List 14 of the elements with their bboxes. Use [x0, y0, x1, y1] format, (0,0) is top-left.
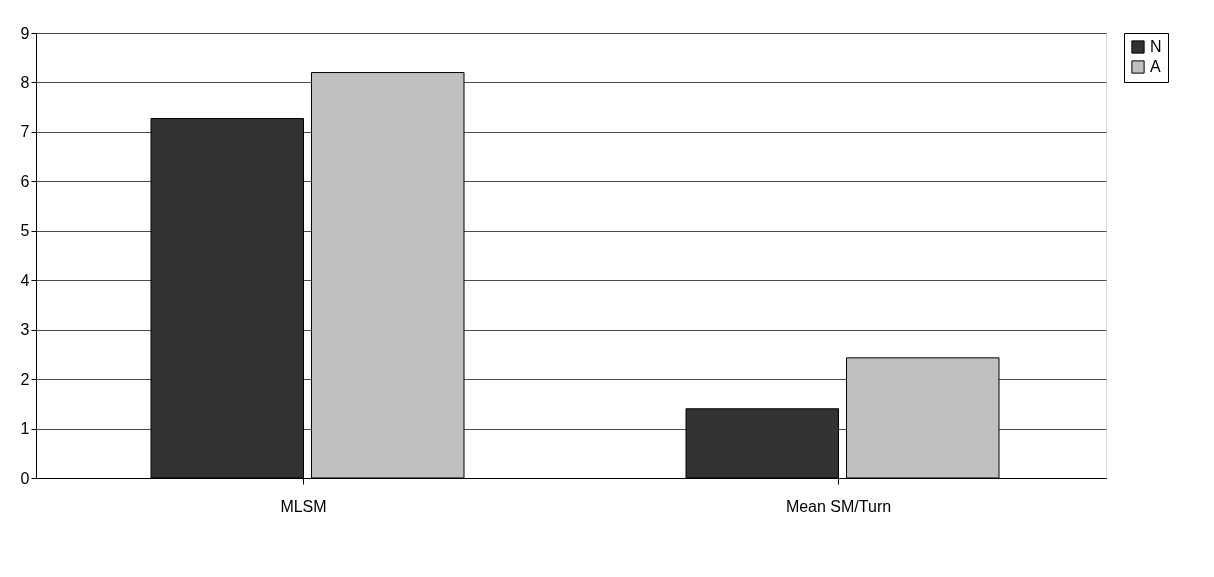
y-tick-label: 6 — [20, 172, 30, 190]
legend-label: N — [1150, 38, 1162, 55]
y-tick-label: 8 — [20, 73, 30, 91]
y-tick-label: 0 — [20, 469, 30, 487]
y-tick-label: 7 — [20, 123, 30, 141]
y-tick-label: 3 — [20, 321, 30, 339]
legend-label: A — [1150, 58, 1161, 75]
y-tick-label: 1 — [20, 420, 30, 438]
y-tick-label: 4 — [20, 271, 30, 289]
x-tick-label: MLSM — [280, 497, 327, 515]
y-tick-label: 5 — [20, 222, 30, 240]
y-tick-label: 2 — [20, 370, 30, 388]
y-tick-label: 9 — [20, 24, 30, 42]
x-tick-label: Mean SM/Turn — [785, 497, 892, 515]
